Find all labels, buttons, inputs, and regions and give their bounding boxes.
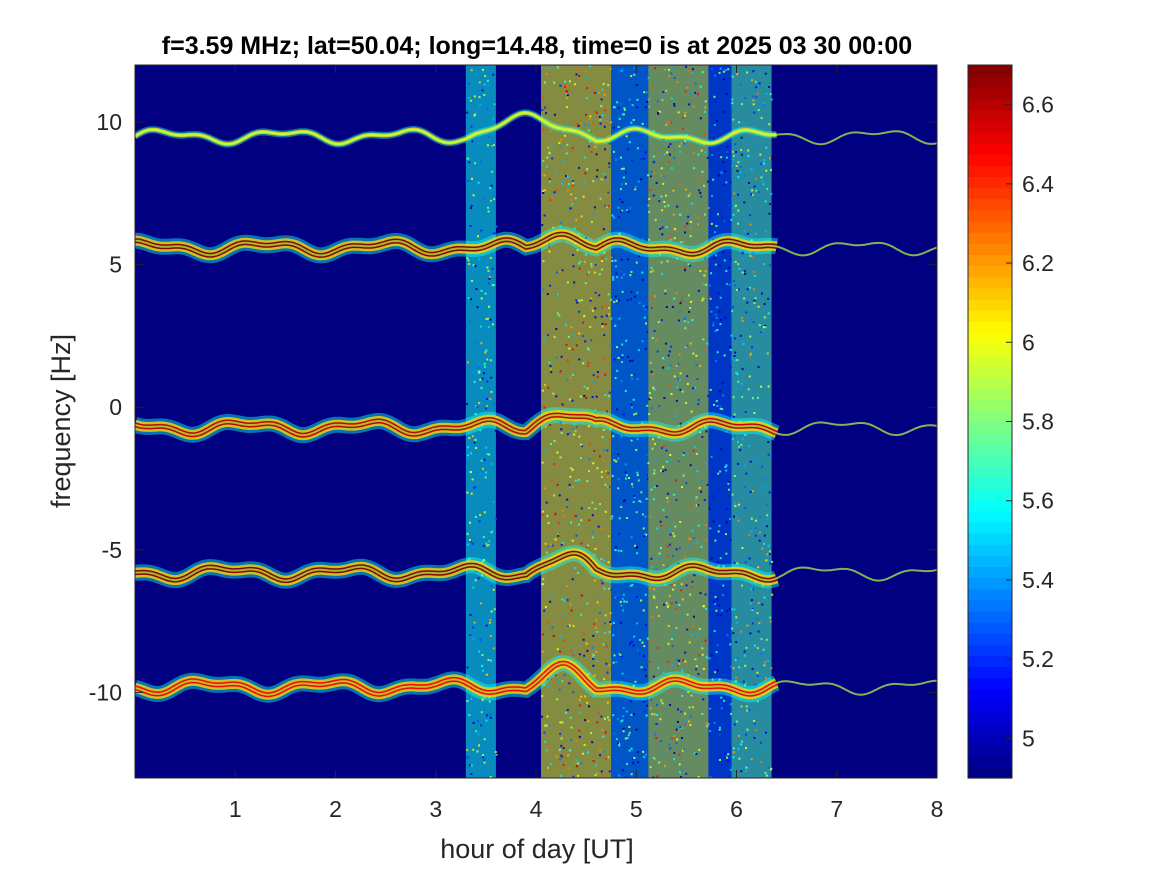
colorbar: 6.6 6.4 6.2 6 5.8 5.6 5.4 5.2 5 [967,64,1054,779]
x-tick-label: 6 [730,796,743,822]
colorbar-gradient [968,65,1012,779]
x-tick-label: 5 [630,796,643,822]
y-tick-label: 5 [109,252,122,278]
signal-trace [135,407,937,444]
colorbar-tick-label: 5.2 [1022,646,1054,672]
y-tick-label: 0 [109,394,122,420]
x-tick-label: 2 [329,796,342,822]
signal-trace [135,545,937,589]
signal-trace [135,109,937,148]
y-tick-label: -5 [102,537,122,563]
y-tick-label: 10 [96,109,122,135]
x-tick-label: 4 [530,796,543,822]
x-tick-label: 1 [229,796,242,822]
colorbar-tick-label: 6.2 [1022,250,1054,276]
colorbar-tick-label: 5.6 [1022,488,1054,514]
x-axis-label: hour of day [UT] [440,834,634,864]
colorbar-tick-label: 5.8 [1022,409,1054,435]
x-tick-label: 7 [830,796,843,822]
colorbar-tick-label: 5.4 [1022,567,1054,593]
signal-traces [135,109,937,703]
chart-title: f=3.59 MHz; lat=50.04; long=14.48, time=… [162,32,912,60]
x-axis-ticks: 1 2 3 4 5 6 7 8 [229,65,944,822]
colorbar-tick-label: 6 [1022,329,1035,355]
noise-speckle [465,68,498,778]
colorbar-ticks: 6.6 6.4 6.2 6 5.8 5.6 5.4 5.2 5 [1006,92,1054,751]
plot-area [134,64,938,779]
colorbar-tick-label: 6.4 [1022,171,1054,197]
x-tick-label: 3 [429,796,442,822]
y-axis-ticks: 10 5 0 -5 -10 [89,109,937,705]
noise-speckle [648,65,710,778]
noise-speckle [541,65,613,778]
signal-trace [135,226,937,264]
x-tick-label: 8 [931,796,944,822]
colorbar-tick-label: 6.6 [1022,92,1054,118]
colorbar-tick-label: 5 [1022,725,1035,751]
y-tick-label: -10 [89,679,122,705]
y-axis-label: frequency [Hz] [46,334,76,508]
signal-trace [135,655,937,703]
